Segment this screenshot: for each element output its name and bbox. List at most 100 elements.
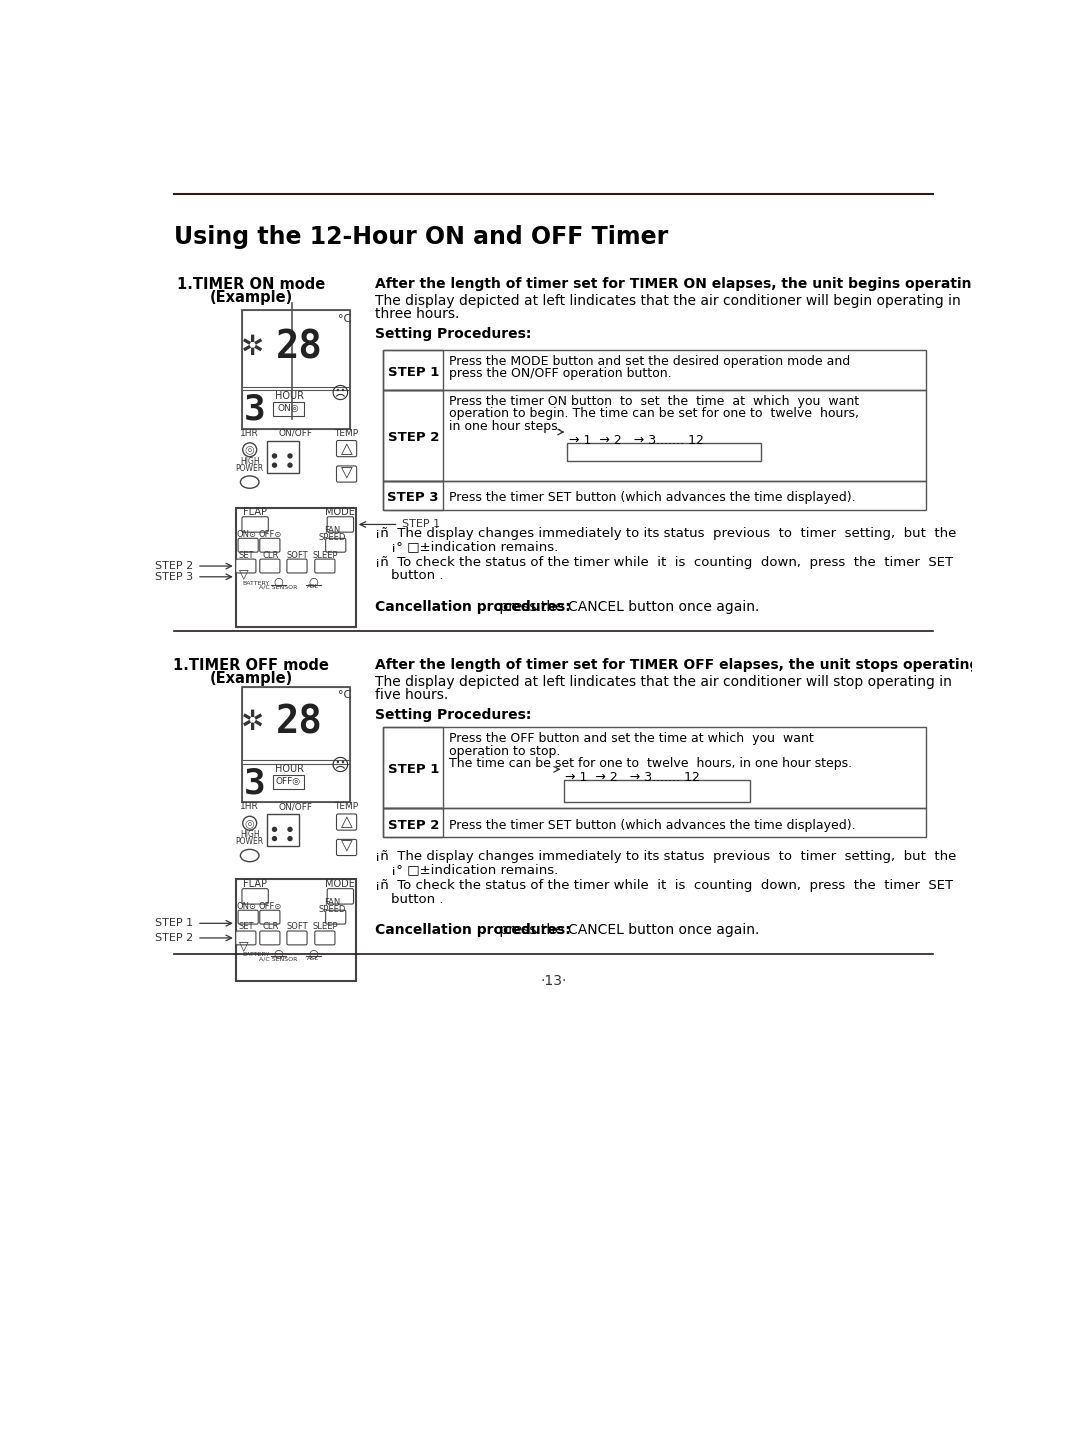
Bar bbox=[383, 480, 444, 510]
Text: CLR: CLR bbox=[262, 922, 279, 932]
Text: FLAP: FLAP bbox=[243, 508, 267, 518]
Bar bbox=[242, 687, 350, 761]
Text: ¡ñ  The display changes immediately to its status  previous  to  timer  setting,: ¡ñ The display changes immediately to it… bbox=[375, 526, 957, 539]
FancyBboxPatch shape bbox=[260, 910, 280, 925]
Text: press the CANCEL button once again.: press the CANCEL button once again. bbox=[496, 600, 759, 614]
Text: HOUR: HOUR bbox=[274, 391, 303, 401]
Text: ON◎: ON◎ bbox=[278, 404, 299, 414]
Text: 28: 28 bbox=[275, 703, 323, 742]
Text: SPEED: SPEED bbox=[319, 533, 347, 542]
Text: BATTERY: BATTERY bbox=[242, 952, 269, 958]
Text: ·13·: ·13· bbox=[540, 974, 567, 988]
Circle shape bbox=[287, 463, 293, 467]
FancyBboxPatch shape bbox=[326, 910, 346, 925]
Text: SLEEP: SLEEP bbox=[313, 922, 338, 932]
Bar bbox=[273, 403, 303, 416]
Text: Using the 12-Hour ON and OFF Timer: Using the 12-Hour ON and OFF Timer bbox=[174, 224, 669, 249]
Text: operation to begin. The time can be set for one to  twelve  hours,: operation to begin. The time can be set … bbox=[449, 407, 859, 420]
Text: ACL: ACL bbox=[307, 956, 320, 961]
Text: ✲: ✲ bbox=[241, 334, 265, 361]
Text: °C: °C bbox=[338, 313, 352, 324]
Text: (Example): (Example) bbox=[210, 670, 293, 686]
Text: 1HR: 1HR bbox=[241, 802, 259, 811]
Text: ON⊙: ON⊙ bbox=[237, 902, 257, 910]
Bar bbox=[267, 814, 299, 847]
Text: After the length of timer set for TIMER OFF elapses, the unit stops operating.: After the length of timer set for TIMER … bbox=[375, 657, 985, 672]
Circle shape bbox=[272, 463, 278, 467]
Bar bbox=[383, 728, 926, 808]
Bar bbox=[383, 349, 926, 390]
Text: Press the MODE button and set the desired operation mode and: Press the MODE button and set the desire… bbox=[449, 355, 850, 368]
FancyBboxPatch shape bbox=[260, 559, 280, 572]
Text: The time can be set for one to  twelve  hours, in one hour steps.: The time can be set for one to twelve ho… bbox=[449, 756, 852, 769]
Text: in one hour steps.: in one hour steps. bbox=[449, 420, 562, 433]
Text: SET: SET bbox=[239, 551, 255, 559]
FancyBboxPatch shape bbox=[235, 930, 256, 945]
Text: Cancellation procedures:: Cancellation procedures: bbox=[375, 600, 571, 614]
Text: FAN: FAN bbox=[324, 897, 341, 907]
Text: TEMP: TEMP bbox=[335, 429, 359, 439]
Text: STEP 2: STEP 2 bbox=[154, 933, 193, 943]
Text: A/C SENSOR: A/C SENSOR bbox=[259, 956, 298, 961]
Text: POWER: POWER bbox=[235, 837, 264, 846]
Text: ☹: ☹ bbox=[330, 756, 350, 775]
Text: → 1  → 2   → 3....... 12: → 1 → 2 → 3....... 12 bbox=[565, 771, 700, 784]
Text: 3: 3 bbox=[243, 393, 266, 427]
FancyBboxPatch shape bbox=[260, 538, 280, 552]
Bar bbox=[242, 687, 350, 802]
Text: ✲: ✲ bbox=[241, 709, 265, 736]
Text: OFF⊙: OFF⊙ bbox=[259, 902, 282, 910]
Text: SOFT: SOFT bbox=[287, 922, 309, 932]
FancyBboxPatch shape bbox=[242, 889, 268, 905]
Circle shape bbox=[287, 835, 293, 841]
Text: ¡ñ  To check the status of the timer while  it  is  counting  down,  press  the : ¡ñ To check the status of the timer whil… bbox=[375, 880, 954, 893]
Text: A/C SENSOR: A/C SENSOR bbox=[259, 584, 298, 590]
Text: OFF◎: OFF◎ bbox=[275, 777, 301, 787]
Text: TEMP: TEMP bbox=[335, 802, 359, 811]
Bar bbox=[383, 390, 444, 480]
FancyBboxPatch shape bbox=[327, 889, 353, 905]
Text: ON/OFF: ON/OFF bbox=[279, 802, 312, 811]
Text: STEP 2: STEP 2 bbox=[154, 561, 193, 571]
Bar bbox=[564, 779, 750, 801]
FancyBboxPatch shape bbox=[287, 559, 307, 572]
Bar bbox=[383, 808, 926, 837]
Text: ¡° □±indication remains.: ¡° □±indication remains. bbox=[391, 539, 558, 552]
Bar bbox=[383, 728, 444, 808]
Text: 3: 3 bbox=[243, 766, 266, 800]
Bar bbox=[383, 808, 444, 837]
Text: MODE: MODE bbox=[325, 508, 355, 518]
Bar bbox=[235, 880, 356, 981]
FancyBboxPatch shape bbox=[314, 559, 335, 572]
Bar bbox=[267, 440, 299, 473]
Text: (Example): (Example) bbox=[210, 289, 293, 305]
Circle shape bbox=[272, 453, 278, 459]
Text: press the CANCEL button once again.: press the CANCEL button once again. bbox=[496, 923, 759, 938]
Text: ◎: ◎ bbox=[245, 444, 255, 454]
Bar bbox=[235, 508, 356, 627]
Text: ▽: ▽ bbox=[239, 940, 248, 953]
FancyBboxPatch shape bbox=[314, 930, 335, 945]
Text: HIGH: HIGH bbox=[240, 457, 259, 466]
Text: ○: ○ bbox=[309, 577, 319, 587]
Text: Press the timer SET button (which advances the time displayed).: Press the timer SET button (which advanc… bbox=[449, 492, 855, 505]
Text: ○: ○ bbox=[273, 948, 283, 958]
FancyBboxPatch shape bbox=[242, 516, 268, 532]
Text: MODE: MODE bbox=[325, 879, 355, 889]
Text: STEP 3: STEP 3 bbox=[388, 492, 438, 505]
Text: STEP 3: STEP 3 bbox=[156, 572, 193, 582]
Text: 1.TIMER ON mode: 1.TIMER ON mode bbox=[177, 276, 325, 292]
Text: ON/OFF: ON/OFF bbox=[279, 429, 312, 439]
Bar bbox=[383, 390, 926, 480]
FancyBboxPatch shape bbox=[337, 466, 356, 482]
Text: FAN: FAN bbox=[324, 526, 341, 535]
Circle shape bbox=[287, 827, 293, 833]
Text: Cancellation procedures:: Cancellation procedures: bbox=[375, 923, 571, 938]
Text: 28: 28 bbox=[275, 328, 323, 367]
Text: △: △ bbox=[340, 440, 352, 456]
Text: SOFT: SOFT bbox=[287, 551, 309, 559]
Text: The display depicted at left lindicates that the air conditioner will begin oper: The display depicted at left lindicates … bbox=[375, 295, 961, 308]
Text: button .: button . bbox=[391, 893, 443, 906]
FancyBboxPatch shape bbox=[260, 930, 280, 945]
Text: ¡° □±indication remains.: ¡° □±indication remains. bbox=[391, 863, 558, 876]
